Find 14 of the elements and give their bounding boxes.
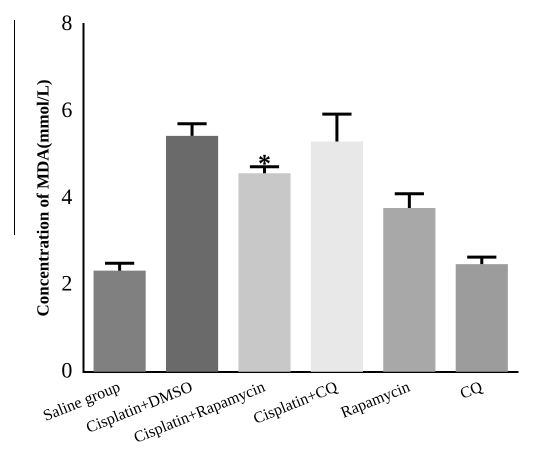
x-tick-label: CQ: [458, 378, 486, 403]
y-tick-label: 6: [61, 96, 72, 122]
annotation: *: [258, 148, 271, 178]
bar: [456, 264, 508, 372]
y-tick-label: 2: [61, 270, 72, 296]
bar: [310, 142, 363, 372]
y-tick-label: 0: [61, 358, 72, 383]
y-axis-title: Concentration of MDA(mmol/L): [34, 80, 53, 317]
bar: [94, 270, 146, 372]
bar: [166, 136, 218, 372]
y-tick-label: 4: [61, 184, 72, 209]
bar: [383, 208, 436, 372]
bar: [238, 173, 291, 372]
y-tick-label: 8: [61, 10, 72, 35]
